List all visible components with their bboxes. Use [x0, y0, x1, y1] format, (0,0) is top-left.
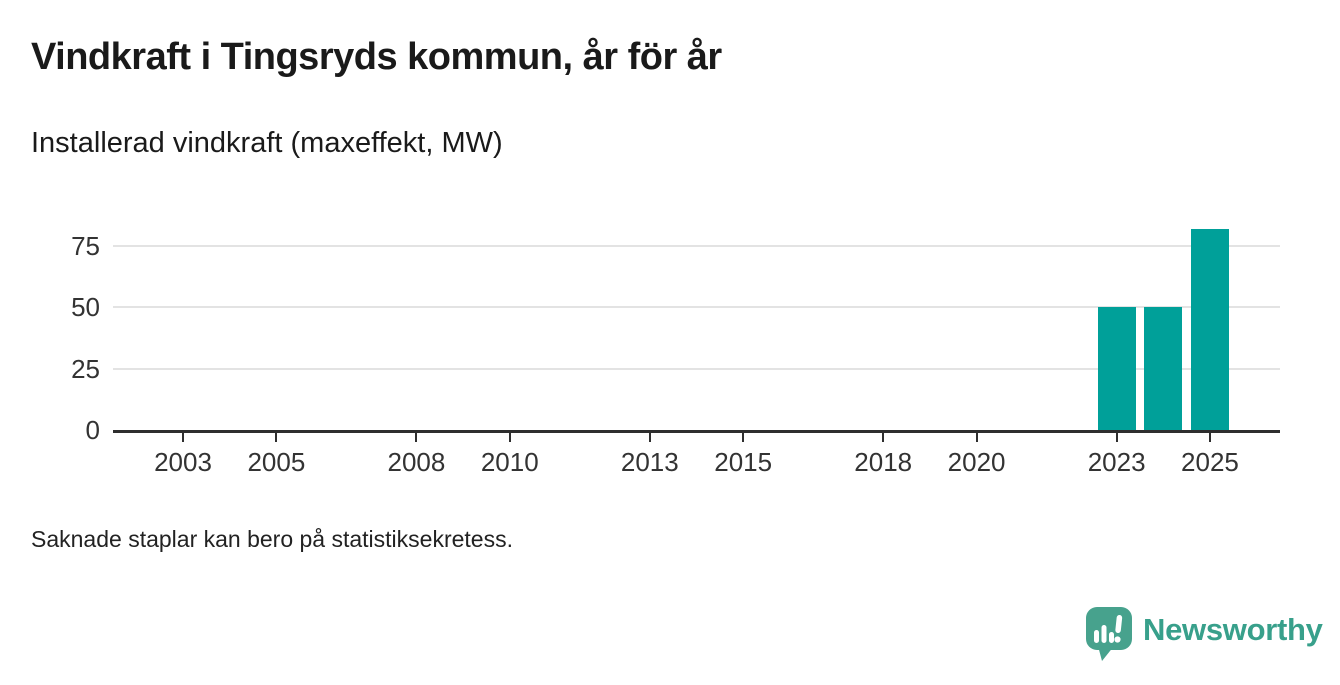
bar-2023: [1097, 307, 1136, 430]
x-tickmark-2015: [742, 433, 745, 442]
newsworthy-branding: Newsworthy: [1085, 604, 1323, 662]
y-axis-label-25: 25: [71, 353, 100, 384]
bar-2025: [1190, 228, 1229, 430]
y-axis-labels: 0 25 50 75: [0, 209, 100, 445]
x-axis-label-2003: 2003: [154, 447, 212, 477]
x-axis-label-2023: 2023: [1087, 447, 1146, 477]
missing-data-footnote: Saknade staplar kan bero på statistiksek…: [31, 526, 513, 552]
x-axis-label-2020: 2020: [947, 447, 1006, 477]
x-tickmark-2013: [648, 433, 651, 442]
newsworthy-wordmark: Newsworthy: [1143, 612, 1323, 647]
x-tickmark-2023: [1115, 433, 1118, 442]
gridline-75: [113, 244, 1280, 247]
x-axis-label-2018: 2018: [854, 447, 913, 477]
gridline-50: [113, 306, 1280, 309]
y-axis-label-75: 75: [71, 230, 100, 261]
x-tickmark-2003: [182, 433, 185, 442]
x-axis-line: [113, 430, 1280, 433]
x-axis-label-2013: 2013: [620, 447, 679, 477]
bar-2024: [1144, 307, 1183, 430]
x-tickmark-2018: [882, 433, 885, 442]
x-tickmark-2025: [1208, 433, 1211, 442]
x-axis-label-2008: 2008: [387, 447, 446, 477]
gridline-25: [113, 367, 1280, 370]
plot-area: 2003 2005 2008 2010 2013 2015 2018 2020 2023 2025: [113, 209, 1280, 477]
x-tickmark-2020: [975, 433, 978, 442]
y-axis-label-0: 0: [85, 415, 100, 445]
chart-title: Vindkraft i Tingsryds kommun, år för år: [31, 36, 722, 78]
x-axis-label-2015: 2015: [714, 447, 773, 477]
y-axis-label-50: 50: [71, 292, 100, 323]
x-axis-label-2010: 2010: [480, 447, 539, 477]
x-tickmark-2008: [415, 433, 418, 442]
x-tickmark-2010: [508, 433, 511, 442]
chart-subtitle: Installerad vindkraft (maxeffekt, MW): [31, 127, 503, 159]
x-axis-label-2025: 2025: [1181, 447, 1239, 477]
x-axis-label-2005: 2005: [247, 447, 306, 477]
newsworthy-speech-bubble-bar-chart-icon: [1086, 607, 1132, 661]
bar-chart: 0 25 50 75 2003 2005 2008 2010 2013 2015 2018 2020…: [0, 209, 1280, 477]
x-tickmark-2005: [275, 433, 278, 442]
